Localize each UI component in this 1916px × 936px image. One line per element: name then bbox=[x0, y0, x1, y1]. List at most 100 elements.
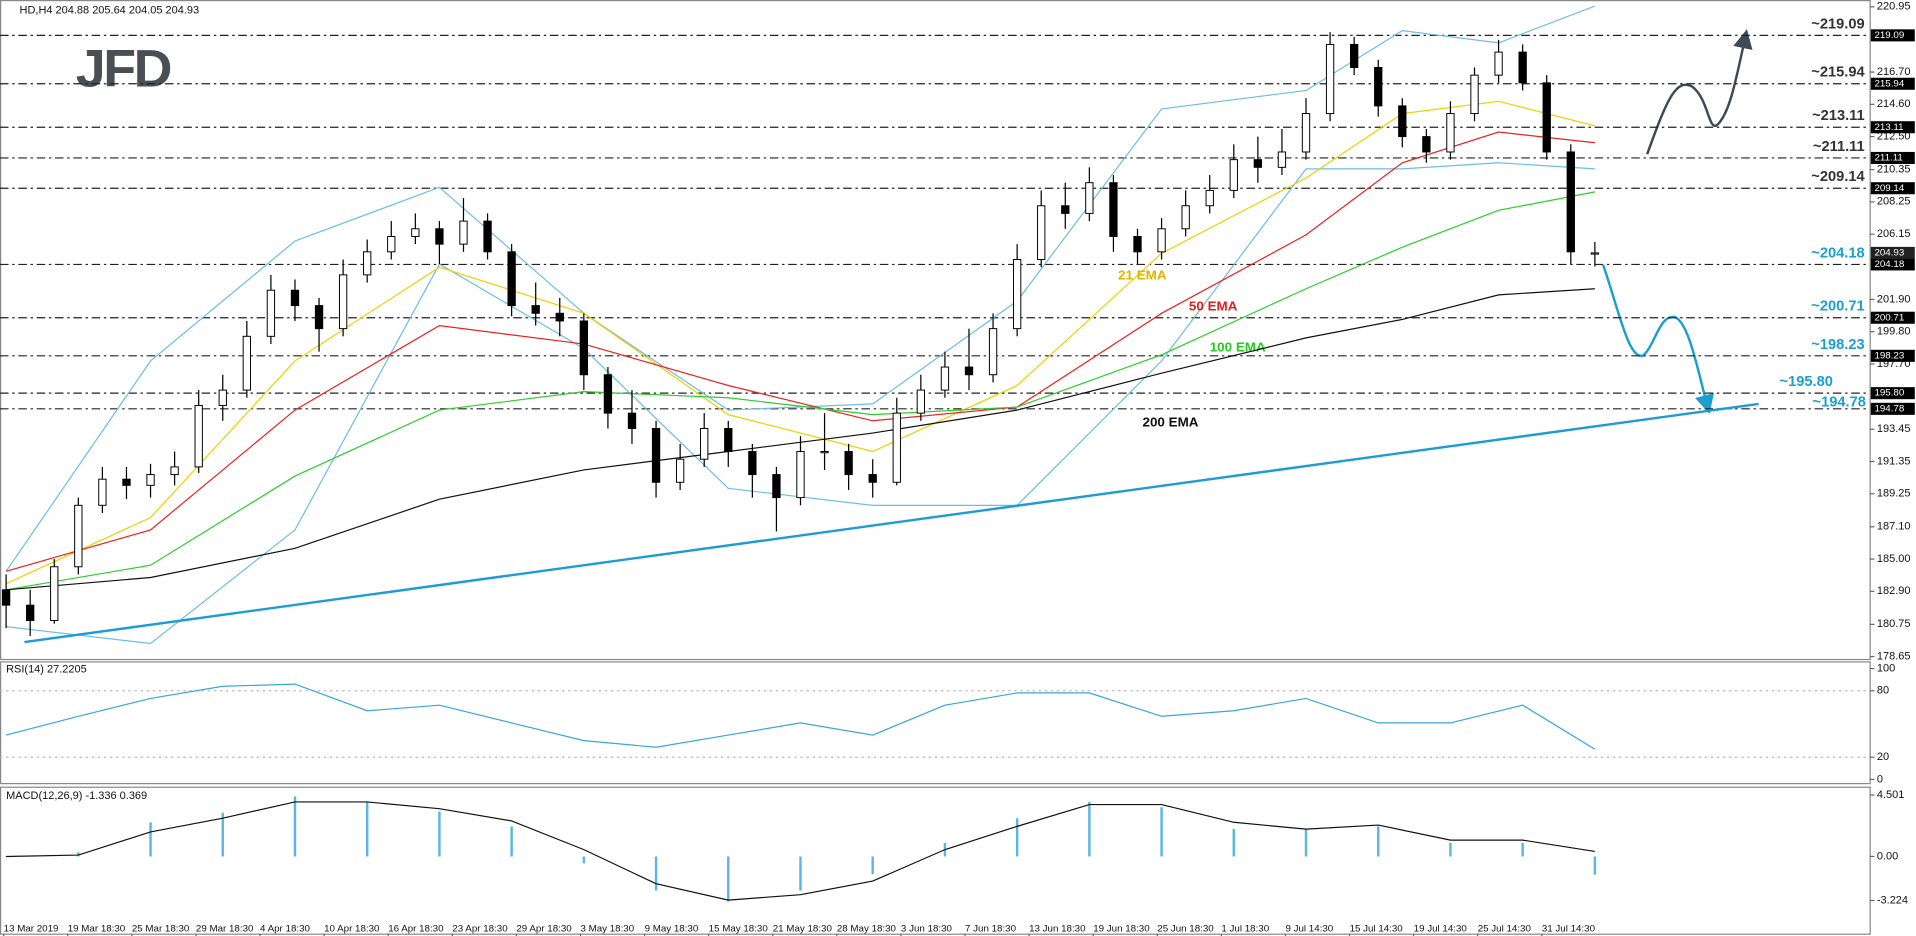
candle-body bbox=[98, 478, 107, 506]
level-label: ~213.11 bbox=[1812, 108, 1865, 124]
y-tick-label: 197.70 bbox=[1877, 358, 1911, 370]
y-tick-label: 80 bbox=[1877, 685, 1889, 697]
candle-body bbox=[26, 604, 35, 622]
macd-bar bbox=[1593, 856, 1597, 875]
candle-body bbox=[1037, 205, 1046, 260]
candle-body bbox=[1205, 189, 1214, 207]
macd-bar bbox=[4, 856, 8, 858]
candle-body bbox=[1157, 228, 1166, 253]
x-tick-label: 9 Jul 14:30 bbox=[1285, 923, 1333, 934]
candle-body bbox=[1012, 259, 1022, 330]
level-tag-box bbox=[1870, 182, 1915, 195]
macd-bar bbox=[1449, 842, 1452, 857]
level-tag: 195.80 bbox=[1874, 388, 1904, 399]
candle-body bbox=[1349, 43, 1359, 68]
macd-bar bbox=[799, 856, 802, 891]
y-tick-label: 199.80 bbox=[1877, 326, 1911, 338]
candle-body bbox=[290, 289, 300, 307]
x-tick-label: 13 Mar 2019 bbox=[4, 923, 59, 934]
candle-body bbox=[700, 428, 709, 460]
rsi-line bbox=[5, 683, 1596, 750]
macd-bar bbox=[582, 856, 586, 864]
x-tick-label: 15 May 18:30 bbox=[709, 923, 769, 934]
candle-body bbox=[1277, 151, 1287, 168]
rsi-frame bbox=[0, 661, 1871, 785]
candle-body bbox=[1446, 113, 1455, 153]
macd-title: MACD(12,26,9) -1.336 0.369 bbox=[6, 790, 147, 802]
x-tick-label: 15 Jul 14:30 bbox=[1350, 923, 1404, 934]
x-tick-label: 9 May 18:30 bbox=[645, 923, 699, 934]
level-tag: 204.18 bbox=[1874, 259, 1904, 270]
candle-body bbox=[1422, 136, 1431, 153]
candle-body bbox=[50, 566, 59, 622]
candle-body bbox=[603, 374, 613, 414]
level-label: ~194.78 bbox=[1813, 395, 1866, 411]
candle-body bbox=[1470, 74, 1479, 115]
candle-body bbox=[242, 335, 251, 391]
macd-bar bbox=[871, 856, 874, 875]
y-tick-label: 206.15 bbox=[1877, 228, 1911, 240]
y-tick-label: 180.75 bbox=[1877, 618, 1911, 630]
level-tag-box bbox=[1870, 77, 1915, 90]
level-tag: 209.14 bbox=[1874, 183, 1904, 194]
x-tick-label: 29 Apr 18:30 bbox=[516, 923, 572, 934]
macd-bar bbox=[654, 856, 658, 891]
macd-bar bbox=[727, 856, 730, 902]
candle-body bbox=[146, 474, 155, 486]
ema-line bbox=[5, 131, 1595, 572]
macd-bar bbox=[149, 822, 152, 857]
candle-body bbox=[1325, 43, 1335, 115]
candle-body bbox=[1, 589, 11, 606]
candle-body bbox=[1494, 51, 1503, 76]
candle-body bbox=[892, 412, 901, 483]
y-tick-label: 182.90 bbox=[1877, 585, 1911, 597]
candle-body bbox=[579, 320, 588, 376]
candle-body bbox=[435, 228, 444, 245]
x-tick-label: 3 May 18:30 bbox=[580, 923, 634, 934]
y-tick-label: -3.224 bbox=[1877, 894, 1908, 906]
level-label: ~215.94 bbox=[1811, 65, 1865, 81]
candle-body bbox=[964, 366, 974, 376]
x-tick-label: 3 Jun 18:30 bbox=[901, 923, 953, 934]
macd-bar bbox=[1088, 801, 1091, 857]
candle-body bbox=[1301, 113, 1311, 153]
candle-body bbox=[531, 305, 540, 314]
y-tick-label: 216.70 bbox=[1877, 66, 1911, 78]
candle-body bbox=[483, 220, 492, 253]
candle-body bbox=[651, 428, 661, 483]
y-tick-label: 185.00 bbox=[1877, 553, 1911, 565]
candle-body bbox=[1374, 66, 1383, 107]
candle-body bbox=[724, 428, 733, 453]
ema-label: 100 EMA bbox=[1210, 340, 1266, 355]
ema-label: 21 EMA bbox=[1118, 267, 1167, 282]
y-tick-label: 187.10 bbox=[1877, 521, 1911, 533]
level-label: ~219.09 bbox=[1811, 16, 1864, 32]
x-tick-label: 25 Jun 18:30 bbox=[1157, 923, 1214, 934]
candle-body bbox=[675, 458, 685, 483]
x-tick-label: 29 Mar 18:30 bbox=[196, 923, 254, 934]
y-tick-label: 189.25 bbox=[1877, 488, 1911, 500]
y-tick-label: 208.25 bbox=[1877, 196, 1911, 208]
level-tag-box bbox=[1870, 402, 1915, 415]
y-tick-label: 20 bbox=[1877, 751, 1889, 763]
candle-body bbox=[796, 451, 805, 499]
candle-body bbox=[459, 220, 468, 245]
candle-body bbox=[1229, 159, 1238, 191]
level-tag-box bbox=[1870, 121, 1915, 134]
candle-body bbox=[988, 328, 998, 376]
x-tick-label: 31 Jul 14:30 bbox=[1542, 923, 1596, 934]
bollinger-upper bbox=[5, 5, 1596, 572]
candle-body bbox=[338, 274, 348, 330]
candle-body bbox=[940, 366, 950, 391]
level-tag: 194.78 bbox=[1874, 403, 1904, 414]
y-tick-label: 178.65 bbox=[1877, 651, 1911, 663]
candle-body bbox=[1253, 159, 1263, 168]
level-tag-box bbox=[1870, 349, 1915, 362]
x-tick-label: 25 Jul 14:30 bbox=[1478, 923, 1532, 934]
candle-body bbox=[820, 451, 829, 454]
x-tick-label: 28 May 18:30 bbox=[837, 923, 897, 934]
level-label: ~211.11 bbox=[1813, 139, 1865, 155]
candle-body bbox=[387, 235, 396, 253]
candle-body bbox=[1061, 205, 1070, 214]
